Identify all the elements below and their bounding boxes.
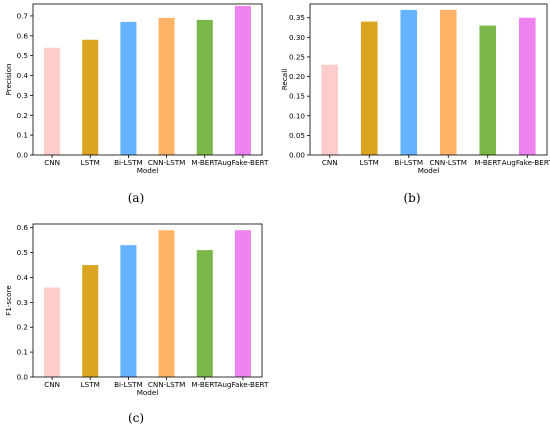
y-axis-title: Recall bbox=[280, 69, 289, 90]
x-tick-label: M-BERT bbox=[191, 380, 218, 389]
bar-bi-lstm bbox=[400, 9, 418, 155]
y-tick-label: 0.2 bbox=[17, 323, 28, 332]
y-tick-label: 0.5 bbox=[17, 248, 28, 257]
y-tick-label: 0.30 bbox=[289, 33, 305, 42]
bar-cnn bbox=[44, 287, 61, 377]
bar-lstm bbox=[82, 39, 99, 156]
bar-m-bert bbox=[196, 19, 213, 155]
x-tick-label: M-BERT bbox=[191, 158, 218, 167]
panel-label: (a) bbox=[128, 191, 145, 205]
plot-frame bbox=[32, 3, 263, 156]
x-tick-label: CNN bbox=[44, 380, 60, 389]
y-tick-label: 0.00 bbox=[289, 151, 305, 160]
y-tick-label: 0.4 bbox=[17, 71, 29, 80]
x-axis-title: Model bbox=[137, 388, 159, 397]
y-tick-label: 0.3 bbox=[17, 91, 28, 100]
x-tick-label: Bi-LSTM bbox=[394, 158, 423, 167]
plot-frame bbox=[32, 223, 263, 378]
bar-bi-lstm bbox=[120, 21, 137, 155]
x-tick-label: CNN bbox=[44, 158, 60, 167]
bar-cnn bbox=[44, 47, 61, 155]
bar-m-bert bbox=[479, 25, 497, 155]
panel-label: (b) bbox=[403, 191, 420, 205]
y-tick-label: 0.05 bbox=[289, 131, 305, 140]
x-tick-label: AugFake-BERT bbox=[217, 158, 269, 167]
x-tick-label: CNN-LSTM bbox=[429, 158, 467, 167]
y-tick-label: 0.6 bbox=[17, 223, 29, 232]
y-tick-label: 0.1 bbox=[17, 131, 28, 140]
plot-frame bbox=[309, 3, 548, 156]
bar-cnn-lstm bbox=[439, 9, 457, 155]
x-tick-label: AugFake-BERT bbox=[217, 380, 269, 389]
y-tick-label: 0.25 bbox=[289, 52, 305, 61]
bar-lstm bbox=[82, 265, 99, 377]
bar-cnn-lstm bbox=[158, 230, 175, 377]
x-tick-label: CNN-LSTM bbox=[148, 380, 186, 389]
x-tick-label: LSTM bbox=[81, 380, 100, 389]
x-tick-label: LSTM bbox=[81, 158, 100, 167]
x-tick-label: CNN-LSTM bbox=[148, 158, 186, 167]
y-tick-label: 0.0 bbox=[17, 151, 29, 160]
bar-bi-lstm bbox=[120, 245, 137, 377]
x-axis-title: Model bbox=[418, 166, 440, 175]
y-tick-label: 0.4 bbox=[17, 273, 29, 282]
bar-cnn-lstm bbox=[158, 17, 175, 155]
y-tick-label: 0.6 bbox=[17, 31, 29, 40]
y-tick-label: 0.35 bbox=[289, 13, 305, 22]
y-tick-label: 0.10 bbox=[289, 111, 305, 120]
x-tick-label: AugFake-BERT bbox=[502, 158, 550, 167]
x-tick-label: Bi-LSTM bbox=[114, 380, 143, 389]
bar-lstm bbox=[360, 21, 378, 156]
panel-label: (c) bbox=[128, 411, 144, 425]
chart-panel-3: 0.0 0.1 0.2 0.3 0.4 0.5 0.6 CNN LSTM Bi-LSTM CNN-L… bbox=[4, 223, 269, 425]
bar-augfake-bert bbox=[234, 5, 251, 155]
x-tick-label: CNN bbox=[322, 158, 338, 167]
y-tick-label: 0.15 bbox=[289, 92, 305, 101]
y-tick-label: 0.7 bbox=[17, 11, 28, 20]
bar-cnn bbox=[321, 64, 339, 155]
x-tick-label: M-BERT bbox=[474, 158, 501, 167]
bar-augfake-bert bbox=[518, 17, 536, 156]
y-axis-title: Precision bbox=[4, 63, 13, 95]
x-tick-label: LSTM bbox=[360, 158, 379, 167]
chart-panel-2: 0.00 0.05 0.10 0.15 0.20 0.25 0.30 0.35 CNN LSTM B… bbox=[280, 3, 550, 205]
bar-augfake-bert bbox=[234, 230, 251, 377]
x-tick-label: Bi-LSTM bbox=[114, 158, 143, 167]
y-tick-label: 0.0 bbox=[17, 373, 29, 382]
x-axis-title: Model bbox=[137, 166, 159, 175]
y-axis-title: F1-score bbox=[4, 285, 13, 316]
y-tick-label: 0.3 bbox=[17, 298, 28, 307]
y-tick-label: 0.2 bbox=[17, 111, 28, 120]
y-tick-label: 0.20 bbox=[289, 72, 305, 81]
chart-panel-1: 0.0 0.1 0.2 0.3 0.4 0.5 0.6 0.7 CNN LSTM Bi-LSTM CN… bbox=[4, 3, 269, 205]
y-tick-label: 0.1 bbox=[17, 348, 28, 357]
bar-m-bert bbox=[196, 250, 213, 377]
y-tick-label: 0.5 bbox=[17, 51, 28, 60]
